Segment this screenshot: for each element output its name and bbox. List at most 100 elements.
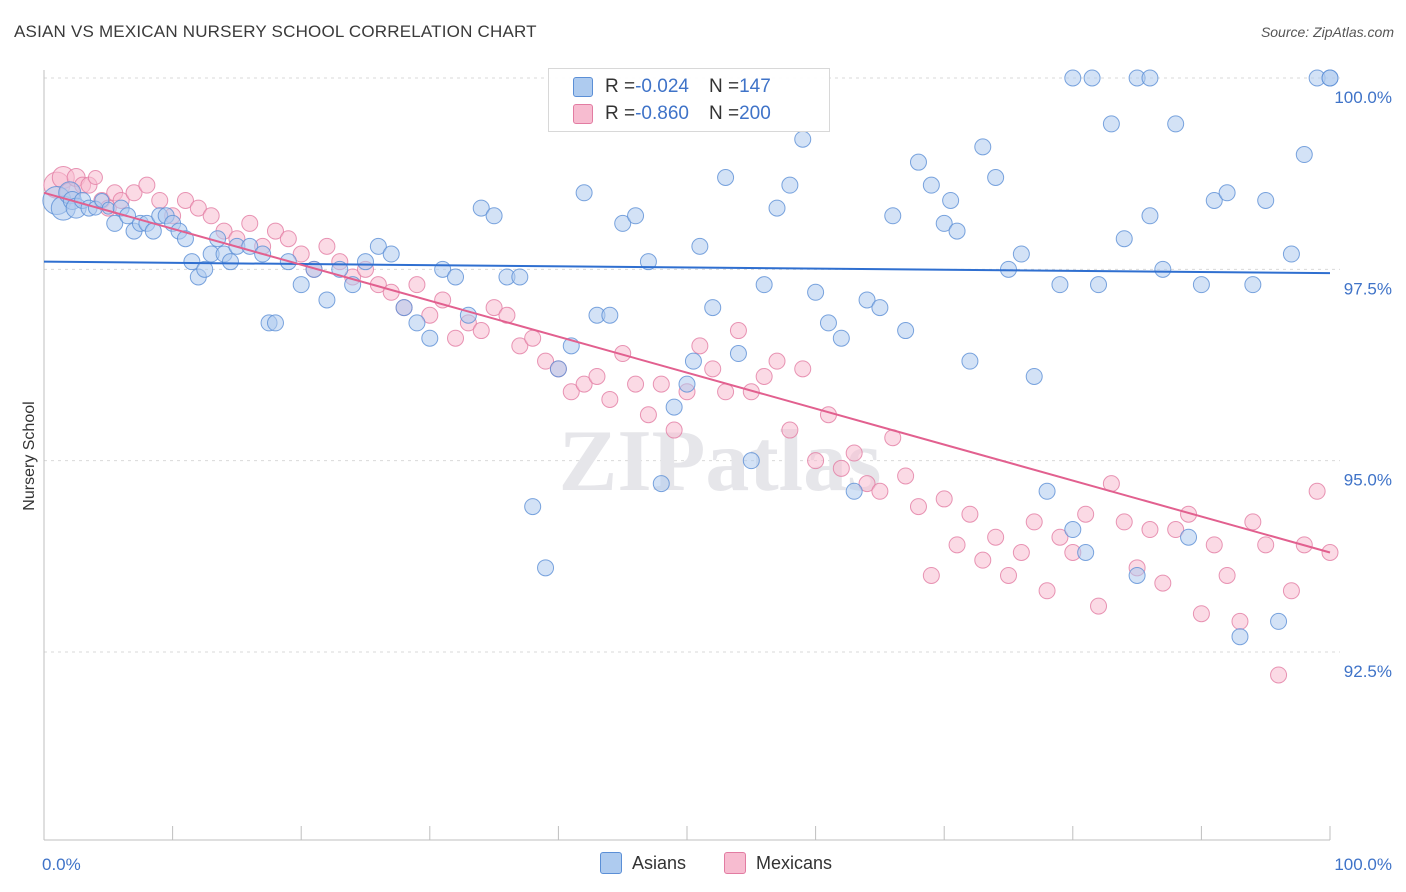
mexican-point — [729, 322, 747, 340]
mexican-point — [665, 421, 683, 439]
n-label: N = — [708, 103, 740, 124]
mexican-point — [1205, 536, 1223, 554]
asian-point — [183, 253, 201, 271]
stats-legend: R = -0.024 N = 147 R = -0.860 N = 200 — [548, 68, 830, 132]
mexican-point — [292, 245, 310, 263]
mexican-point — [1038, 582, 1056, 600]
mexican-point — [1244, 513, 1262, 531]
mexican-point — [652, 375, 670, 393]
mexican-point — [588, 367, 606, 385]
legend-item-mexicans[interactable]: Mexicans — [724, 852, 832, 874]
mexican-point — [524, 329, 542, 347]
mexican-point — [1308, 482, 1326, 500]
mexican-point — [1141, 521, 1159, 539]
mexican-point — [909, 498, 927, 516]
mexican-point — [1000, 566, 1017, 584]
asian-point — [241, 237, 259, 255]
asian-point — [1167, 115, 1185, 133]
asian-point — [408, 314, 426, 332]
mexican-point — [1282, 582, 1300, 600]
mexican-point — [781, 421, 799, 439]
asian-point — [1083, 69, 1101, 87]
asian-point — [176, 230, 194, 248]
mexican-point — [318, 237, 336, 255]
mexican-point — [241, 214, 259, 232]
asian-point — [1244, 276, 1262, 294]
mexicans-swatch — [724, 852, 746, 874]
mexican-point — [485, 299, 503, 317]
mexican-point — [845, 444, 863, 462]
asian-point — [1090, 276, 1108, 294]
asian-point — [755, 276, 773, 294]
mexican-point — [1218, 566, 1236, 584]
asian-point — [961, 352, 979, 370]
asian-point — [665, 398, 683, 416]
mexican-point — [1257, 536, 1275, 554]
mexican-point — [948, 536, 966, 554]
legend-item-asians[interactable]: Asians — [600, 852, 686, 874]
asian-point — [395, 299, 413, 317]
mexican-point — [1051, 528, 1069, 546]
mexican-point — [176, 191, 194, 209]
mexican-point — [1231, 612, 1249, 630]
chart-source: Source: ZipAtlas.com — [1260, 24, 1394, 40]
asian-point — [897, 322, 915, 340]
asian-point — [794, 130, 812, 148]
asian-point — [357, 253, 374, 271]
mexican-point — [742, 383, 760, 401]
r-label: R = — [605, 103, 636, 124]
asian-point — [845, 482, 863, 500]
x-tick-label: 0.0% — [42, 855, 81, 874]
mexican-point — [202, 207, 220, 225]
legend-label-asians: Asians — [632, 852, 687, 873]
asian-point — [221, 253, 239, 271]
mexican-point — [575, 375, 593, 393]
mexican-point — [768, 352, 786, 370]
y-tick-label: 95.0% — [1344, 471, 1392, 490]
asian-point — [781, 176, 799, 194]
asian-point — [1051, 276, 1069, 294]
mexican-point — [447, 329, 465, 347]
asian-point — [1025, 367, 1043, 385]
mexican-point — [614, 345, 632, 363]
asian-point — [884, 207, 902, 225]
asian-trend-line — [43, 260, 1331, 275]
asian-point — [1231, 628, 1249, 646]
series-legend: Asians Mexicans — [0, 852, 1406, 876]
asian-point — [1270, 612, 1288, 630]
asian-point — [196, 260, 214, 278]
asian-point — [537, 559, 555, 577]
asian-point — [1141, 207, 1159, 225]
asian-point — [684, 352, 702, 370]
asian-point — [1192, 276, 1210, 294]
asian-point — [1154, 260, 1172, 278]
mexican-point — [794, 360, 812, 378]
asian-point — [1077, 544, 1095, 562]
asian-point — [382, 245, 400, 263]
asian-point — [987, 168, 1005, 186]
asian-point — [974, 138, 992, 156]
data-points — [42, 69, 1339, 684]
asian-point — [292, 276, 310, 294]
mexican-point — [704, 360, 722, 378]
legend-row-asians: R = -0.024 N = 147 — [573, 75, 771, 99]
asian-point — [421, 329, 439, 347]
asian-point — [318, 291, 336, 309]
asian-point — [639, 253, 657, 271]
asians-swatch — [573, 77, 593, 97]
asian-point — [369, 237, 387, 255]
tick-labels: 100.0% 97.5% 95.0% 92.5% 0.0% 100.0% — [42, 88, 1392, 874]
mexican-point — [1167, 521, 1185, 539]
asian-point — [472, 199, 490, 217]
asian-point — [1205, 191, 1223, 209]
mexican-point — [717, 383, 735, 401]
asian-point — [1282, 245, 1300, 263]
asian-point — [1128, 566, 1146, 584]
asian-point — [704, 299, 722, 317]
asian-point — [922, 176, 940, 194]
mexican-point — [987, 528, 1005, 546]
asian-point — [742, 452, 760, 470]
asian-point — [1295, 146, 1313, 164]
mexican-point — [125, 184, 143, 202]
